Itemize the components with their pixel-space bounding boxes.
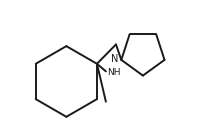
Text: N: N [111, 54, 119, 64]
Text: NH: NH [108, 68, 121, 77]
